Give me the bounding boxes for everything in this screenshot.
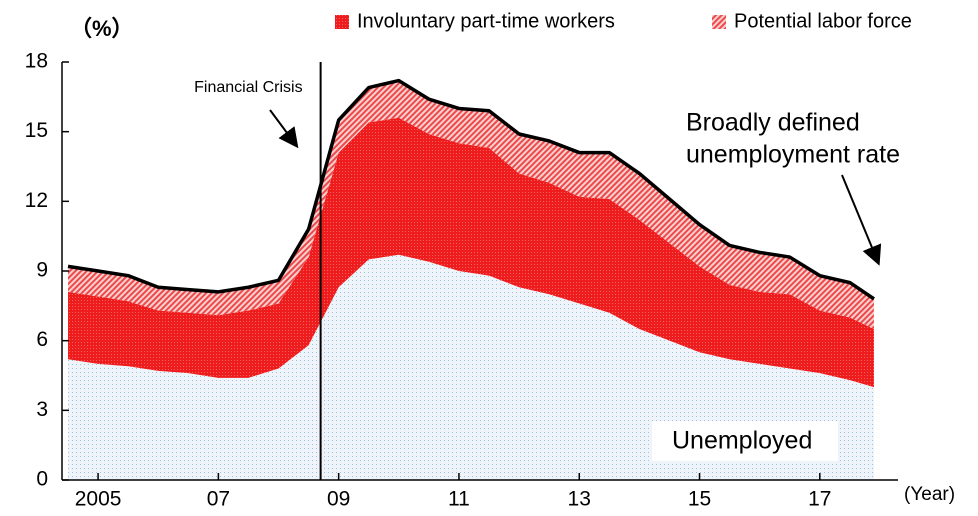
y-axis-label: （%）: [70, 16, 134, 41]
x-tick-label: 2005: [75, 488, 122, 511]
area: [68, 117, 874, 388]
x-tick-label: 09: [327, 488, 350, 511]
annotation: unemployment rate: [686, 141, 900, 169]
legend-swatch: [712, 15, 726, 29]
arrow: [269, 109, 299, 149]
x-tick-label: 07: [207, 488, 230, 511]
y-tick-label: 9: [36, 259, 48, 282]
x-axis-label: (Year): [904, 484, 955, 505]
annotation: Broadly defined: [686, 109, 860, 137]
annotation: Financial Crisis: [194, 79, 302, 96]
x-tick-label: 15: [688, 488, 711, 511]
legend-swatch: [335, 15, 349, 29]
arrow: [841, 174, 882, 266]
y-tick-label: 6: [36, 328, 48, 351]
series-label: Unemployed: [672, 427, 812, 455]
y-tick-label: 12: [25, 189, 48, 212]
y-tick-label: 15: [25, 119, 48, 142]
y-tick-label: 0: [36, 468, 48, 491]
total-line: [67, 78, 875, 301]
legend-label: Involuntary part-time workers: [357, 10, 615, 32]
y-tick-label: 18: [25, 50, 48, 73]
x-tick-label: 17: [808, 488, 831, 511]
x-tick-label: 13: [568, 488, 591, 511]
legend-label: Potential labor force: [734, 10, 912, 32]
y-tick-label: 3: [36, 398, 48, 421]
label-box: [652, 421, 838, 461]
area: [68, 80, 874, 330]
x-tick-label: 11: [448, 488, 470, 511]
